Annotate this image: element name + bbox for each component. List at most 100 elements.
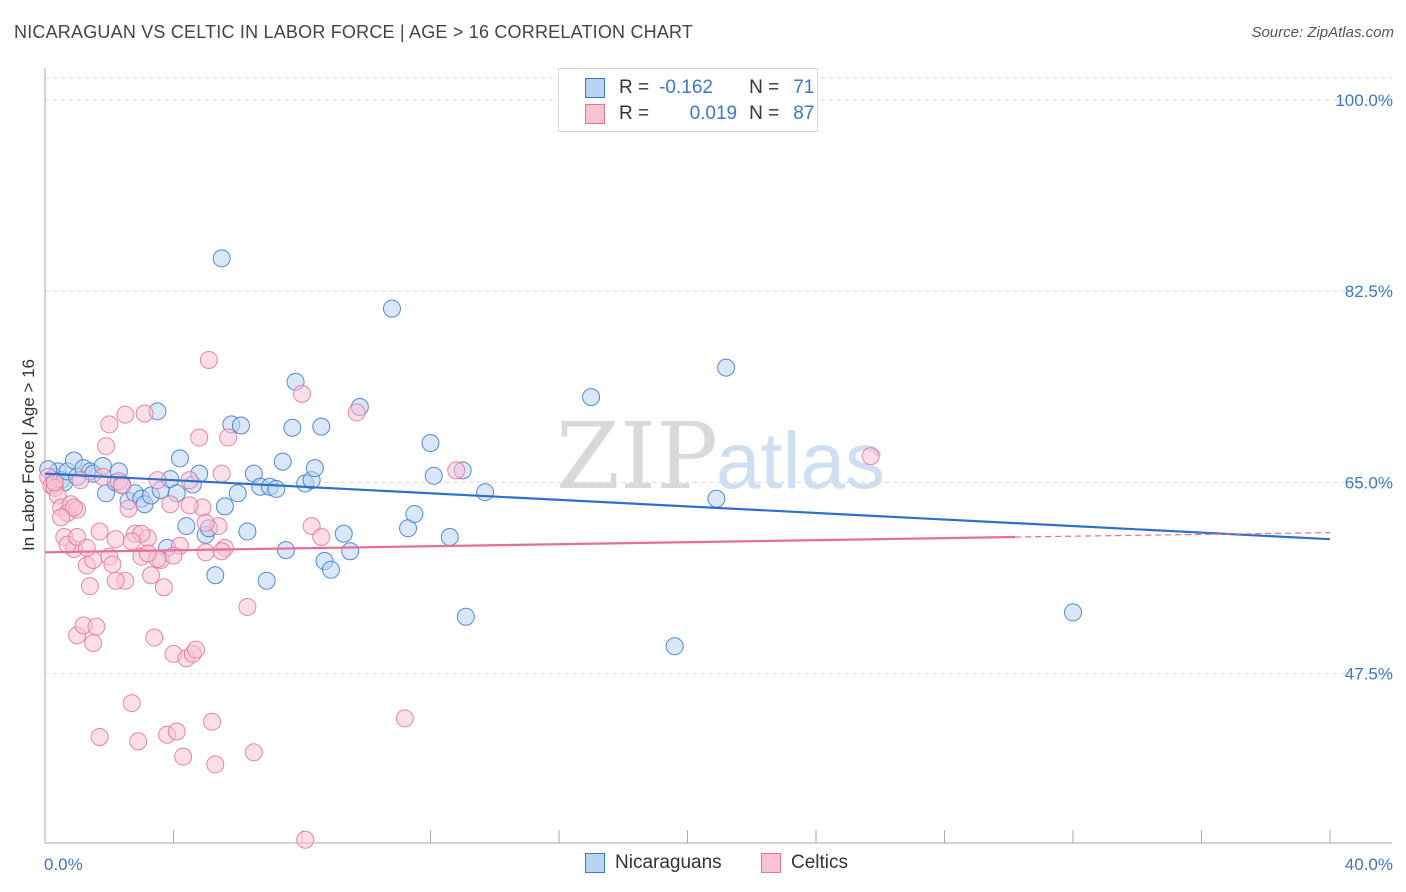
celtic-point [861, 447, 880, 466]
chart-title: NICARAGUAN VS CELTIC IN LABOR FORCE | AG… [14, 22, 694, 42]
celtic-point [45, 473, 64, 492]
celtic-point [103, 555, 122, 574]
celtic-point [206, 755, 225, 774]
y-tick-label: 100.0% [1335, 91, 1393, 110]
nicaraguan-point [312, 417, 331, 436]
celtic-point [129, 732, 148, 751]
celtic-trend-line [44, 535, 1016, 554]
celtic-point [145, 628, 164, 647]
legend-n-value: 71 [793, 77, 815, 98]
celtic-point [219, 428, 238, 447]
nicaraguan-point [267, 479, 286, 498]
nicaraguan-point [231, 416, 250, 435]
celtic-point [180, 496, 199, 515]
celtic-point [154, 578, 173, 597]
celtic-point [212, 464, 231, 483]
celtic-point [122, 694, 141, 713]
celtic-point [347, 403, 366, 422]
watermark-zip: ZIP [556, 403, 718, 510]
celtic-point [100, 415, 119, 434]
nicaraguan-trend-line [44, 472, 1331, 541]
nicaraguan-point [206, 566, 225, 585]
legend-item-celtics[interactable]: Celtics [761, 852, 848, 874]
celtic-point [196, 513, 215, 532]
nicaraguan-point [212, 249, 231, 268]
nicaraguan-point [582, 388, 601, 407]
nicaraguan-point [170, 449, 189, 468]
celtic-point [106, 571, 125, 590]
nicaraguan-point [405, 505, 424, 524]
celtic-point [174, 747, 193, 766]
celtic-point [138, 544, 157, 563]
celtic-point [167, 722, 186, 741]
x-tick-label: 0.0% [44, 855, 83, 874]
celtic-point [142, 566, 161, 585]
nicaraguan-point [1064, 603, 1082, 622]
celtic-point [212, 542, 231, 561]
legend-r-value: -0.162 [659, 77, 713, 98]
legend-r-value: 0.019 [689, 103, 738, 124]
watermark: ZIP atlas [556, 403, 885, 510]
legend-n-label: N = [749, 77, 780, 98]
legend-swatch-nicaraguans [585, 853, 605, 873]
nicaraguan-point [424, 466, 443, 485]
celtic-point [293, 384, 311, 403]
nicaraguan-point [717, 358, 736, 377]
tick-labels: 47.5% 65.0% 82.5% 100.0% 0.0% 40.0% [44, 91, 1393, 874]
nicaraguan-point [238, 522, 257, 541]
trend-lines [44, 472, 1331, 554]
celtic-point [122, 532, 141, 551]
celtic-point [119, 499, 138, 518]
series-legend: Nicaraguans Celtics [0, 852, 1406, 878]
grid [45, 77, 1392, 675]
celtic-point [186, 640, 205, 659]
watermark-atlas: atlas [716, 416, 885, 505]
nicaraguan-point [305, 459, 324, 478]
celtic-point [447, 461, 466, 480]
nicaraguan-point [421, 434, 440, 453]
celtic-point [52, 508, 71, 527]
nicaraguan-point [665, 637, 684, 656]
nicaraguan-point [456, 607, 475, 626]
legend-item-nicaraguans[interactable]: Nicaraguans [585, 852, 722, 874]
nicaraguan-point [276, 541, 295, 560]
celtic-point [135, 404, 154, 423]
celtic-point [190, 428, 209, 447]
celtic-point [106, 530, 125, 549]
celtic-point [87, 617, 106, 636]
legend-swatch-pink [585, 104, 605, 124]
celtic-point [90, 522, 109, 541]
celtic-point [244, 743, 263, 762]
celtic-point [312, 528, 331, 546]
celtic-point [64, 498, 83, 517]
celtic-point [296, 830, 315, 849]
celtic-point [97, 437, 116, 456]
celtic-point [80, 577, 99, 596]
nicaraguan-point [177, 517, 196, 536]
celtic-point [238, 597, 257, 616]
celtic-point [77, 538, 96, 557]
legend-label-celtics: Celtics [791, 852, 849, 873]
nicaraguan-point [228, 484, 247, 503]
celtic-point [199, 350, 218, 369]
celtic-point [116, 405, 135, 424]
y-axis-title: In Labor Force | Age > 16 [19, 359, 38, 551]
nicaraguan-point [215, 497, 234, 516]
legend-row-nicaraguans: R = -0.162 N = 71 [585, 75, 814, 101]
legend-n-label: N = [749, 103, 780, 124]
stats-legend: R = -0.162 N = 71 R = 0.019 N = 87 [558, 68, 818, 132]
nicaraguan-point [283, 418, 302, 437]
celtic-point [395, 709, 414, 728]
legend-label-nicaraguans: Nicaraguans [615, 852, 722, 873]
y-tick-label: 82.5% [1345, 282, 1393, 301]
legend-row-celtics: R = 0.019 N = 87 [585, 101, 814, 127]
nicaraguan-point [321, 560, 340, 579]
nicaraguan-point [257, 571, 276, 590]
legend-r-label: R = [619, 103, 650, 124]
legend-swatch-blue [585, 78, 605, 98]
celtic-point [84, 634, 103, 653]
legend-r-label: R = [619, 77, 650, 98]
celtic-trend-extension [1015, 532, 1331, 538]
nicaraguan-point [440, 528, 459, 546]
